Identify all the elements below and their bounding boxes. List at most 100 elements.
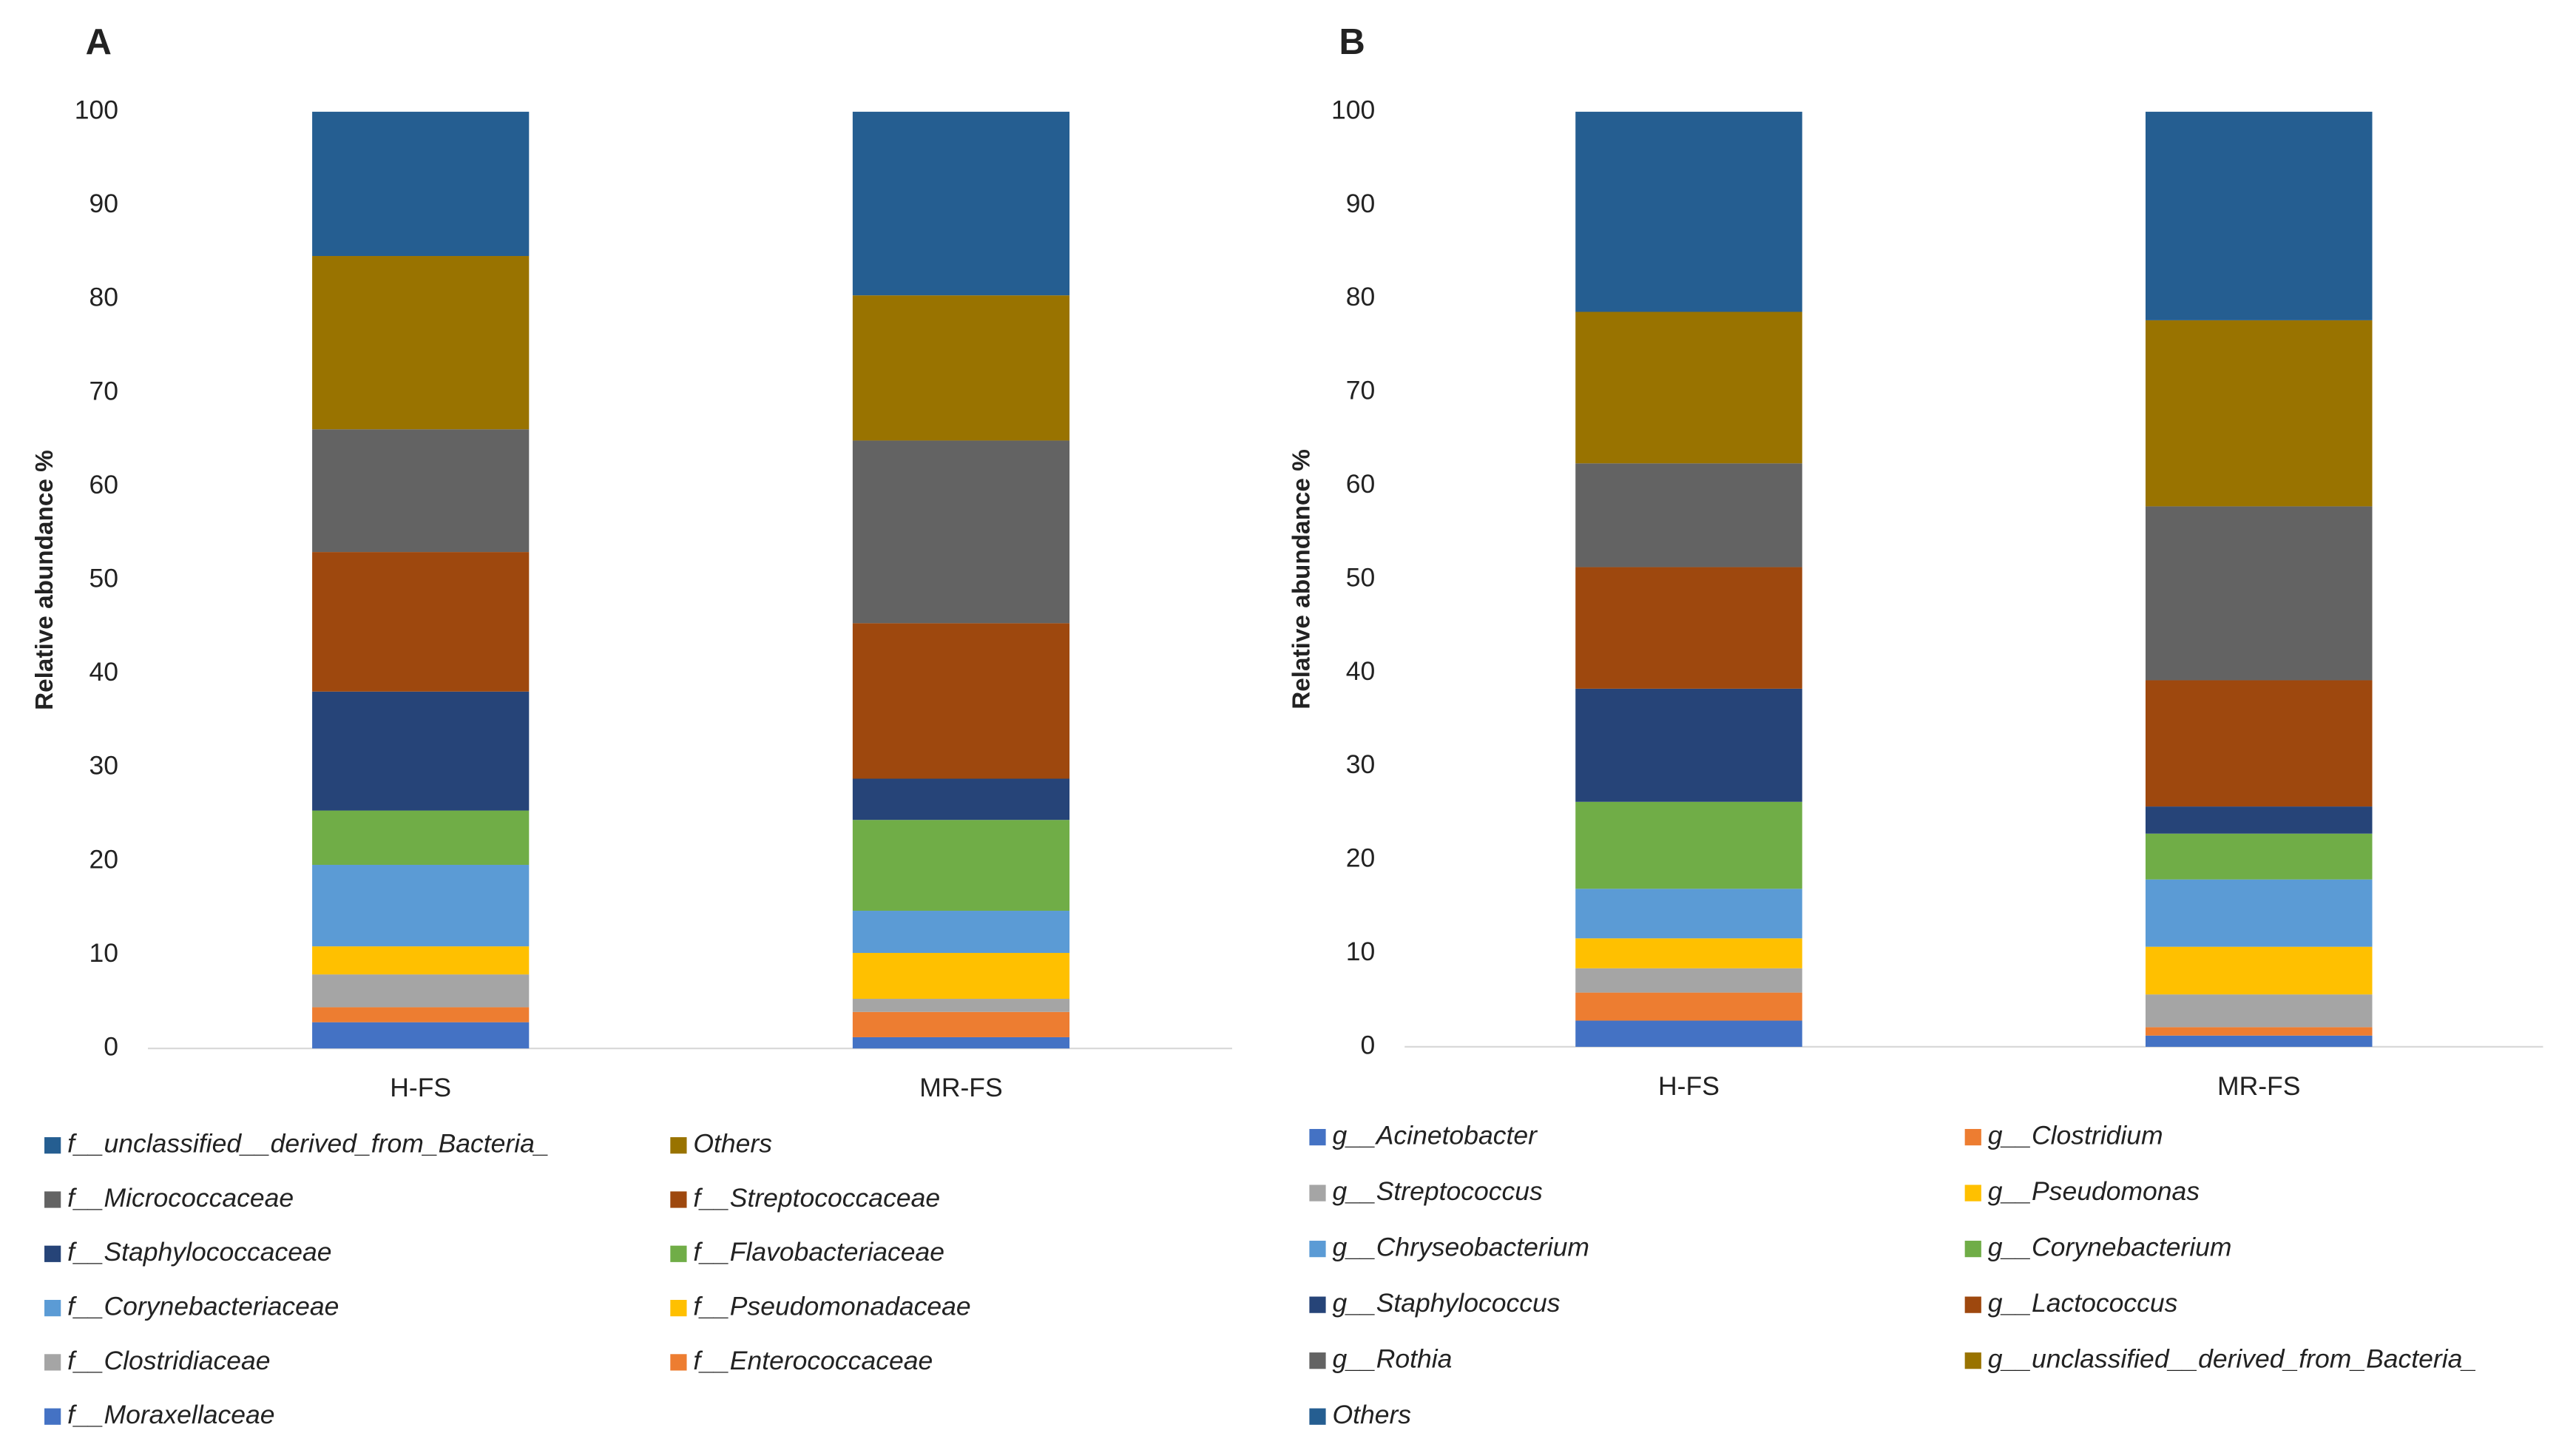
legend-label: g__Pseudomonas bbox=[1988, 1176, 2200, 1206]
y-tick-label: 100 bbox=[1331, 95, 1375, 124]
y-axis-label: Relative abundance % bbox=[1288, 449, 1315, 710]
bar-segment bbox=[852, 440, 1070, 624]
bar-segment bbox=[2145, 1035, 2373, 1047]
bar-segment bbox=[852, 999, 1070, 1012]
legend-swatch bbox=[1964, 1352, 1981, 1369]
bar-segment bbox=[1575, 463, 1802, 567]
y-tick-label: 70 bbox=[1346, 376, 1376, 405]
legend-label: Others bbox=[693, 1129, 772, 1159]
bar-segment bbox=[1575, 112, 1802, 312]
x-tick-label: MR-FS bbox=[2217, 1071, 2300, 1101]
legend-label: f__Staphylococcaceae bbox=[67, 1237, 331, 1267]
bar-segment bbox=[2145, 112, 2373, 320]
bar-segment bbox=[2145, 320, 2373, 507]
legend-label: f__Enterococcaceae bbox=[693, 1346, 933, 1375]
legend-label: g__Rothia bbox=[1332, 1344, 1452, 1374]
legend-label: f__Flavobacteriaceae bbox=[693, 1237, 944, 1267]
bar-segment bbox=[1575, 567, 1802, 689]
y-axis-label: Relative abundance % bbox=[31, 450, 58, 710]
bar-segment bbox=[852, 778, 1070, 820]
legend-swatch bbox=[44, 1191, 61, 1208]
legend-label: g__Chryseobacterium bbox=[1332, 1233, 1589, 1262]
y-tick-label: 50 bbox=[1346, 562, 1376, 592]
legend-label: f__Moraxellaceae bbox=[67, 1400, 274, 1429]
bar-segment bbox=[2145, 806, 2373, 834]
legend-swatch bbox=[1964, 1128, 1981, 1146]
legend-label: f__Corynebacteriaceae bbox=[67, 1291, 339, 1321]
y-tick-label: 90 bbox=[1346, 189, 1376, 218]
y-tick-label: 60 bbox=[89, 470, 118, 499]
legend-swatch bbox=[1964, 1296, 1981, 1313]
legend-label: g__Staphylococcus bbox=[1332, 1288, 1560, 1318]
bar-segment bbox=[852, 112, 1070, 296]
bar-segment bbox=[312, 1022, 530, 1049]
bar-segment bbox=[312, 256, 530, 430]
legend-label: f__Streptococcaceae bbox=[693, 1183, 940, 1213]
bar-segment bbox=[852, 1011, 1070, 1037]
y-tick-label: 70 bbox=[89, 376, 118, 405]
bar-segment bbox=[852, 952, 1070, 1000]
legend-label: g__unclassified__derived_from_Bacteria_ bbox=[1988, 1344, 2477, 1374]
y-tick-label: 0 bbox=[1360, 1030, 1375, 1059]
bar-segment bbox=[2145, 879, 2373, 947]
bar-segment bbox=[1575, 688, 1802, 802]
y-tick-label: 60 bbox=[1346, 469, 1376, 499]
legend-swatch bbox=[44, 1408, 61, 1425]
legend-swatch bbox=[1964, 1184, 1981, 1201]
bar-segment bbox=[2145, 994, 2373, 1028]
legend-label: g__Acinetobacter bbox=[1332, 1120, 1538, 1150]
legend-swatch bbox=[1309, 1408, 1326, 1425]
legend-label: f__Clostridiaceae bbox=[67, 1346, 270, 1375]
legend-swatch bbox=[44, 1137, 61, 1154]
legend-swatch bbox=[44, 1354, 61, 1371]
legend-swatch bbox=[44, 1245, 61, 1262]
bar-segment bbox=[1575, 1020, 1802, 1047]
y-tick-label: 80 bbox=[1346, 282, 1376, 311]
bar-segment bbox=[2145, 680, 2373, 807]
y-tick-label: 30 bbox=[89, 751, 118, 781]
legend-label: f__unclassified__derived_from_Bacteria_ bbox=[67, 1129, 550, 1159]
bar-segment bbox=[852, 1037, 1070, 1049]
legend-swatch bbox=[1309, 1184, 1326, 1201]
bar-segment bbox=[312, 946, 530, 975]
x-tick-label: H-FS bbox=[1658, 1071, 1720, 1101]
legend-swatch bbox=[670, 1137, 687, 1154]
bar-segment bbox=[1575, 889, 1802, 939]
legend-label: g__Clostridium bbox=[1988, 1120, 2163, 1150]
legend-swatch bbox=[1964, 1241, 1981, 1258]
bar-segment bbox=[2145, 946, 2373, 995]
bar-segment bbox=[2145, 833, 2373, 880]
bar-segment bbox=[2145, 506, 2373, 681]
legend-swatch bbox=[44, 1299, 61, 1317]
y-tick-label: 20 bbox=[1346, 843, 1376, 873]
y-tick-label: 10 bbox=[1346, 937, 1376, 966]
bar-segment bbox=[312, 552, 530, 692]
legend-label: g__Corynebacterium bbox=[1988, 1233, 2232, 1262]
bar-segment bbox=[852, 820, 1070, 911]
legend-swatch bbox=[1309, 1352, 1326, 1369]
legend-swatch bbox=[670, 1299, 687, 1317]
legend-label: g__Streptococcus bbox=[1332, 1176, 1543, 1206]
bar-segment bbox=[852, 623, 1070, 779]
y-tick-label: 40 bbox=[89, 657, 118, 687]
bar-segment bbox=[312, 429, 530, 553]
y-tick-label: 10 bbox=[89, 938, 118, 968]
legend-label: f__Pseudomonadaceae bbox=[693, 1291, 970, 1321]
bar-segment bbox=[312, 691, 530, 811]
bar-segment bbox=[312, 112, 530, 257]
legend-swatch bbox=[670, 1354, 687, 1371]
y-tick-label: 50 bbox=[89, 563, 118, 593]
legend-label: g__Lactococcus bbox=[1988, 1288, 2178, 1318]
bar-segment bbox=[1575, 311, 1802, 464]
y-tick-label: 80 bbox=[89, 283, 118, 312]
y-tick-label: 20 bbox=[89, 844, 118, 874]
y-tick-label: 0 bbox=[104, 1032, 118, 1062]
bar-segment bbox=[852, 295, 1070, 441]
legend-swatch bbox=[1309, 1296, 1326, 1313]
bar-segment bbox=[1575, 801, 1802, 889]
bar-segment bbox=[312, 1007, 530, 1022]
y-tick-label: 100 bbox=[75, 95, 118, 124]
y-tick-label: 30 bbox=[1346, 749, 1376, 779]
